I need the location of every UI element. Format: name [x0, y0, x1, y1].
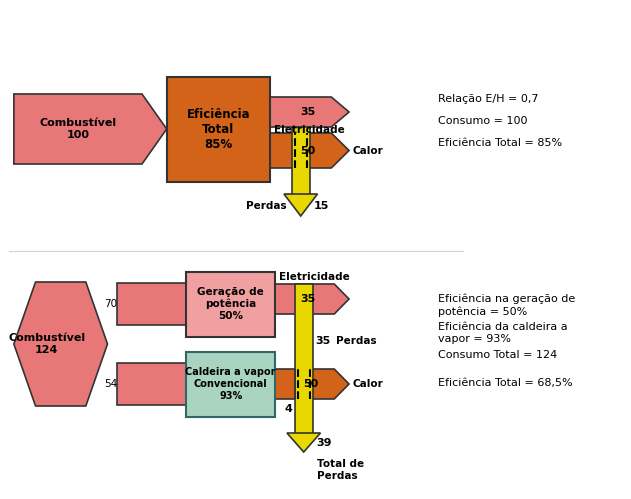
Polygon shape: [287, 433, 321, 452]
Text: 54: 54: [104, 379, 117, 389]
Text: Eficiência da caldeira a
vapor = 93%: Eficiência da caldeira a vapor = 93%: [438, 322, 567, 344]
Text: Calor: Calor: [353, 379, 384, 389]
FancyBboxPatch shape: [186, 271, 275, 336]
Text: 70: 70: [104, 299, 117, 309]
Text: Relação E/H = 0,7: Relação E/H = 0,7: [438, 94, 538, 104]
Text: Caldeira a vapor
Convencional
93%: Caldeira a vapor Convencional 93%: [186, 367, 276, 401]
Text: 50: 50: [303, 379, 318, 389]
Text: 50: 50: [300, 146, 316, 156]
Text: 15: 15: [314, 201, 329, 211]
Text: Eletricidade: Eletricidade: [279, 272, 350, 282]
Text: Consumo Total = 124: Consumo Total = 124: [438, 350, 557, 360]
Text: Eficiência na geração de
potência = 50%: Eficiência na geração de potência = 50%: [438, 294, 575, 317]
Bar: [117, 363, 186, 405]
Text: 35: 35: [316, 336, 331, 346]
Polygon shape: [270, 97, 349, 127]
Bar: [117, 283, 186, 325]
Polygon shape: [270, 133, 349, 168]
Text: Combustível
124: Combustível 124: [8, 333, 85, 355]
Text: 4: 4: [285, 404, 293, 414]
Text: 35: 35: [301, 294, 316, 304]
Bar: [295, 284, 312, 437]
Text: Total de
Perdas: Total de Perdas: [317, 459, 363, 481]
Text: Calor: Calor: [353, 146, 384, 156]
Polygon shape: [14, 282, 107, 406]
Text: Eletricidade: Eletricidade: [274, 125, 345, 135]
FancyBboxPatch shape: [167, 76, 270, 182]
Text: 35: 35: [300, 107, 316, 117]
Text: 39: 39: [317, 438, 332, 448]
Polygon shape: [284, 194, 317, 216]
Text: Eficiência Total = 85%: Eficiência Total = 85%: [438, 138, 562, 148]
Text: Combustível
100: Combustível 100: [40, 118, 117, 140]
Text: Perdas: Perdas: [336, 336, 377, 346]
Text: Consumo = 100: Consumo = 100: [438, 116, 528, 126]
Text: Perdas: Perdas: [246, 201, 287, 211]
Polygon shape: [14, 94, 167, 164]
Text: Eficiência
Total
85%: Eficiência Total 85%: [187, 107, 251, 151]
Polygon shape: [275, 369, 349, 399]
Bar: [292, 127, 310, 199]
Text: Eficiência Total = 68,5%: Eficiência Total = 68,5%: [438, 378, 572, 388]
FancyBboxPatch shape: [186, 351, 275, 417]
Polygon shape: [275, 284, 349, 314]
Text: Geração de
potência
50%: Geração de potência 50%: [198, 287, 264, 321]
